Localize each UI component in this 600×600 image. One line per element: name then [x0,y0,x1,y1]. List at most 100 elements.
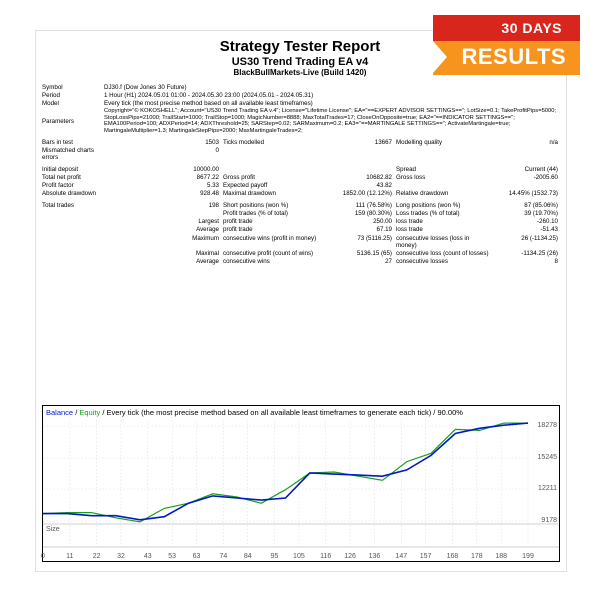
stat-cell: 198 [102,198,221,210]
stat-cell [335,147,394,162]
stat-cell: 5136.15 (65) [335,249,394,257]
stat-cell: consecutive profit (count of wins) [221,249,335,257]
y-axis-label: 9178 [541,517,557,524]
stat-cell: 13667 [335,138,394,146]
stat-cell: Largest [102,218,221,226]
stat-cell: 67.19 [335,226,394,234]
x-axis-label: 0 [41,553,45,560]
badge-days: 30 DAYS [433,15,580,41]
stat-cell: 159 (80.30%) [335,210,394,218]
statistics-table: Bars in test1503Ticks modelled13667Model… [40,138,560,265]
x-axis-label: 43 [144,553,152,560]
value-model: Every tick (the most precise method base… [102,99,560,107]
stat-cell: Bars in test [40,138,102,146]
stat-cell: 1852.00 (12.12%) [335,190,394,198]
stat-cell: 10000.00 [102,162,221,174]
value-period: 1 Hour (H1) 2024.05.01 01:00 - 2024.05.3… [102,91,560,99]
stat-cell: Initial deposit [40,162,102,174]
stat-cell: Current (44) [493,162,560,174]
stat-cell: Short positions (won %) [221,198,335,210]
stat-cell: Profit trades (% of total) [221,210,335,218]
x-axis-label: 53 [168,553,176,560]
stat-cell [40,234,102,249]
stat-cell: Total trades [40,198,102,210]
x-axis-label: 126 [344,553,356,560]
stat-cell [40,218,102,226]
stat-cell: consecutive wins [221,257,335,265]
x-axis-label: 168 [447,553,459,560]
stat-cell: 14.45% (1532.73) [493,190,560,198]
badge-results: RESULTS [433,41,580,75]
stat-cell: 87 (85.06%) [493,198,560,210]
y-axis-label: 15245 [538,454,557,461]
stat-cell: 27 [335,257,394,265]
stat-cell: loss trade [394,218,493,226]
stat-cell: Loss trades (% of total) [394,210,493,218]
stat-cell: 43.82 [335,182,394,190]
stat-cell: Expected payoff [221,182,335,190]
stat-cell [394,182,493,190]
stat-cell: consecutive losses [394,257,493,265]
stat-cell: consecutive loss (count of losses) [394,249,493,257]
stat-cell: Mismatched charts errors [40,147,102,162]
y-axis-label: 12211 [538,485,557,492]
x-axis-label: 188 [495,553,507,560]
x-axis-label: 95 [271,553,279,560]
stat-cell: 111 (76.58%) [335,198,394,210]
x-axis-label: 105 [293,553,305,560]
stat-cell: consecutive wins (profit in money) [221,234,335,249]
stat-cell: Average [102,226,221,234]
value-parameters: Copyright="© KOKOSHELL"; Account="US30 T… [102,108,560,136]
stat-cell: Maximal [102,249,221,257]
label-symbol: Symbol [40,83,102,91]
chart-svg [43,406,559,561]
label-period: Period [40,91,102,99]
x-axis-label: 84 [244,553,252,560]
stat-cell [335,162,394,174]
stat-cell: Gross profit [221,173,335,181]
stat-cell [102,210,221,218]
top-info-table: Symbol DJ30.f (Dow Jones 30 Future) Peri… [40,83,560,135]
stat-cell [493,182,560,190]
stat-cell: 8677.22 [102,173,221,181]
stat-cell [493,147,560,162]
x-axis-label: 74 [219,553,227,560]
stat-cell: Absolute drawdown [40,190,102,198]
stat-cell: Ticks modelled [221,138,335,146]
stat-cell: -2005.60 [493,173,560,181]
stat-cell: 928.48 [102,190,221,198]
stat-cell [40,210,102,218]
x-axis-label: 116 [320,553,331,560]
stat-cell: Long positions (won %) [394,198,493,210]
stat-cell [221,162,335,174]
stat-cell: n/a [493,138,560,146]
stat-cell [221,147,335,162]
stat-cell: profit trade [221,218,335,226]
stat-cell: 8 [493,257,560,265]
stat-cell [394,147,493,162]
stat-cell: Spread [394,162,493,174]
x-axis-label: 136 [369,553,381,560]
stat-cell: Total net profit [40,173,102,181]
label-parameters: Parameters [40,108,102,136]
x-axis-label: 11 [66,553,73,560]
value-symbol: DJ30.f (Dow Jones 30 Future) [102,83,560,91]
x-axis-label: 199 [522,553,534,560]
x-axis-label: 178 [471,553,483,560]
x-axis-label: 157 [420,553,432,560]
stat-cell: 5.33 [102,182,221,190]
stat-cell: -1134.25 (26) [493,249,560,257]
stat-cell: 39 (19.70%) [493,210,560,218]
stat-cell: profit trade [221,226,335,234]
x-axis-label: 22 [93,553,101,560]
stat-cell: Gross loss [394,173,493,181]
x-axis-label: 32 [117,553,125,560]
stat-cell: Modelling quality [394,138,493,146]
x-axis-label: 147 [395,553,407,560]
stat-cell: -260.10 [493,218,560,226]
stat-cell: 73 (5116.25) [335,234,394,249]
stat-cell: 10682.82 [335,173,394,181]
stat-cell: Maximal drawdown [221,190,335,198]
stat-cell: loss trade [394,226,493,234]
stat-cell: Average [102,257,221,265]
